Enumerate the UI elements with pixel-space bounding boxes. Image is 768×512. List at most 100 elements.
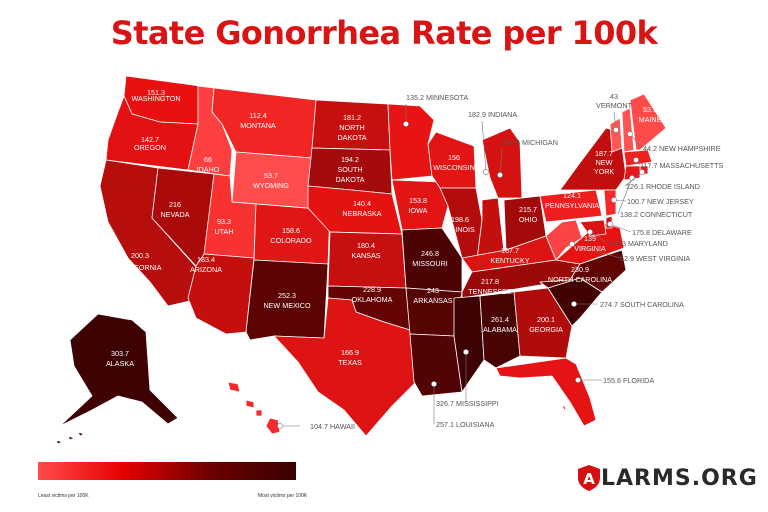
state-label-kentucky: KENTUCKY	[490, 256, 529, 265]
callout-label-new-jersey: 100.7 NEW JERSEY	[627, 197, 694, 206]
state-label-idaho: 66	[204, 155, 212, 164]
state-label-kansas: KANSAS	[351, 251, 380, 260]
state-label-wyoming: WYOMING	[253, 181, 289, 190]
island-florida	[561, 403, 567, 411]
state-minnesota[interactable]	[387, 103, 435, 181]
state-label-oregon: 142.7	[141, 135, 159, 144]
state-alabama[interactable]	[479, 291, 521, 369]
state-label-colorado: COLORADO	[270, 236, 312, 245]
state-mississippi[interactable]	[453, 295, 485, 393]
state-label-arizona: ARIZONA	[190, 265, 222, 274]
state-new-jersey[interactable]	[603, 189, 617, 217]
alarms-logo: A LARMS.ORG	[577, 463, 758, 493]
state-label-alaska: ALASKA	[106, 359, 134, 368]
callout-label-louisiana: 257.1 LOUISIANA	[436, 420, 495, 429]
state-label-colorado: 158.6	[282, 226, 300, 235]
state-georgia[interactable]	[513, 287, 573, 359]
callout-dot-south-carolina	[571, 301, 577, 307]
state-maryland[interactable]	[579, 219, 607, 237]
legend-gradient-bar	[38, 462, 296, 480]
callout-line-west-virginia	[571, 243, 621, 259]
callout-label-mississippi: 326.7 MISSISSIPPI	[436, 399, 499, 408]
state-label-montana: 112.4	[249, 111, 266, 120]
island-alaska	[55, 439, 63, 445]
state-label-south-dakota: DAKOTA	[335, 175, 364, 184]
state-new-hampshire[interactable]	[621, 107, 635, 153]
state-label-virginia: VIRGINIA	[574, 244, 606, 253]
island-hawaii	[227, 381, 241, 393]
state-hawaii[interactable]	[265, 417, 281, 435]
state-new-york[interactable]	[559, 127, 627, 191]
state-label-north-dakota: NORTH	[339, 123, 364, 132]
state-label-alabama: ALABAMA	[483, 325, 517, 334]
callout-dot-florida	[575, 377, 581, 383]
state-new-mexico[interactable]	[245, 259, 329, 341]
state-label-montana: MONTANA	[240, 121, 276, 130]
state-label-idaho: IDAHO	[197, 165, 220, 174]
callout-dot-indiana	[483, 169, 489, 175]
callout-label-vermont: VERMONT	[596, 101, 633, 110]
callout-line-new-hampshire	[629, 133, 643, 149]
state-label-wisconsin: 156	[448, 153, 460, 162]
state-label-south-dakota: 194.2	[341, 155, 359, 164]
state-label-oklahoma: 228.9	[363, 285, 381, 294]
state-label-texas: 166.9	[341, 348, 359, 357]
callout-line-rhode-island	[624, 171, 643, 187]
callout-line-michigan	[499, 148, 503, 176]
callout-label-connecticut: 138.2 CONNECTICUT	[620, 210, 693, 219]
state-label-tennessee: 217.8	[481, 277, 499, 286]
state-label-texas: TEXAS	[338, 358, 362, 367]
state-label-north-carolina: NORTH CAROLINA	[548, 275, 612, 284]
state-north-carolina[interactable]	[539, 249, 627, 293]
state-missouri[interactable]	[401, 227, 463, 293]
state-label-georgia: 200.1	[537, 315, 555, 324]
state-label-wyoming: 53.7	[264, 171, 278, 180]
state-louisiana[interactable]	[409, 333, 463, 397]
state-connecticut[interactable]	[623, 165, 641, 181]
state-label-new-mexico: 252.3	[278, 291, 296, 300]
logo-text: LARMS.ORG	[601, 465, 758, 491]
legend-low-label: Least victims per 100K	[38, 493, 89, 499]
state-label-arkansas: ARKANSAS	[413, 296, 452, 305]
state-label-nevada: 216	[169, 200, 181, 209]
callout-label-south-carolina: 274.7 SOUTH CAROLINA	[600, 300, 684, 309]
state-label-new-york: 187.7	[595, 149, 613, 158]
callout-label-maryland: 170.3 MARYLAND	[608, 239, 668, 248]
state-label-nevada: NEVADA	[160, 210, 189, 219]
state-label-kentucky: 167.7	[501, 246, 519, 255]
state-label-kansas: 180.4	[357, 241, 375, 250]
callout-dot-rhode-island	[639, 169, 645, 175]
callout-label-michigan: 167.5 MICHIGAN	[502, 138, 558, 147]
state-florida[interactable]	[495, 357, 597, 427]
state-vermont[interactable]	[609, 117, 623, 153]
state-label-tennessee: TENNESSEE	[468, 287, 512, 296]
island-alaska	[67, 435, 75, 441]
callout-line-indiana	[481, 120, 487, 173]
state-west-virginia[interactable]	[545, 219, 583, 261]
callout-label-indiana: 182.9 INDIANA	[468, 110, 517, 119]
state-maine[interactable]	[629, 93, 667, 151]
callout-lines	[277, 104, 645, 429]
state-label-alabama: 261.4	[491, 315, 509, 324]
state-label-new-york: NEW	[596, 158, 613, 167]
state-label-georgia: GEORGIA	[529, 325, 563, 334]
state-label-pennsylvania: PENNSYLVANIA	[545, 201, 599, 210]
callout-dot-connecticut	[629, 175, 635, 181]
state-label-north-dakota: DAKOTA	[337, 133, 366, 142]
state-label-oregon: OREGON	[134, 143, 166, 152]
callout-dot-new-hampshire	[627, 131, 633, 137]
state-label-north-carolina: 230.9	[571, 265, 589, 274]
island-hawaii	[255, 409, 263, 417]
state-alaska[interactable]	[59, 313, 179, 427]
state-iowa[interactable]	[391, 179, 449, 231]
state-label-new-york: YORK	[594, 167, 615, 176]
state-label-nebraska: NEBRASKA	[342, 209, 381, 218]
state-label-maine: MAINE	[639, 115, 662, 124]
state-wyoming[interactable]	[231, 151, 313, 209]
callout-dot-mississippi	[463, 349, 469, 355]
state-label-south-dakota: SOUTH	[337, 165, 362, 174]
state-label-ohio: OHIO	[519, 215, 538, 224]
state-pennsylvania[interactable]	[539, 189, 603, 223]
